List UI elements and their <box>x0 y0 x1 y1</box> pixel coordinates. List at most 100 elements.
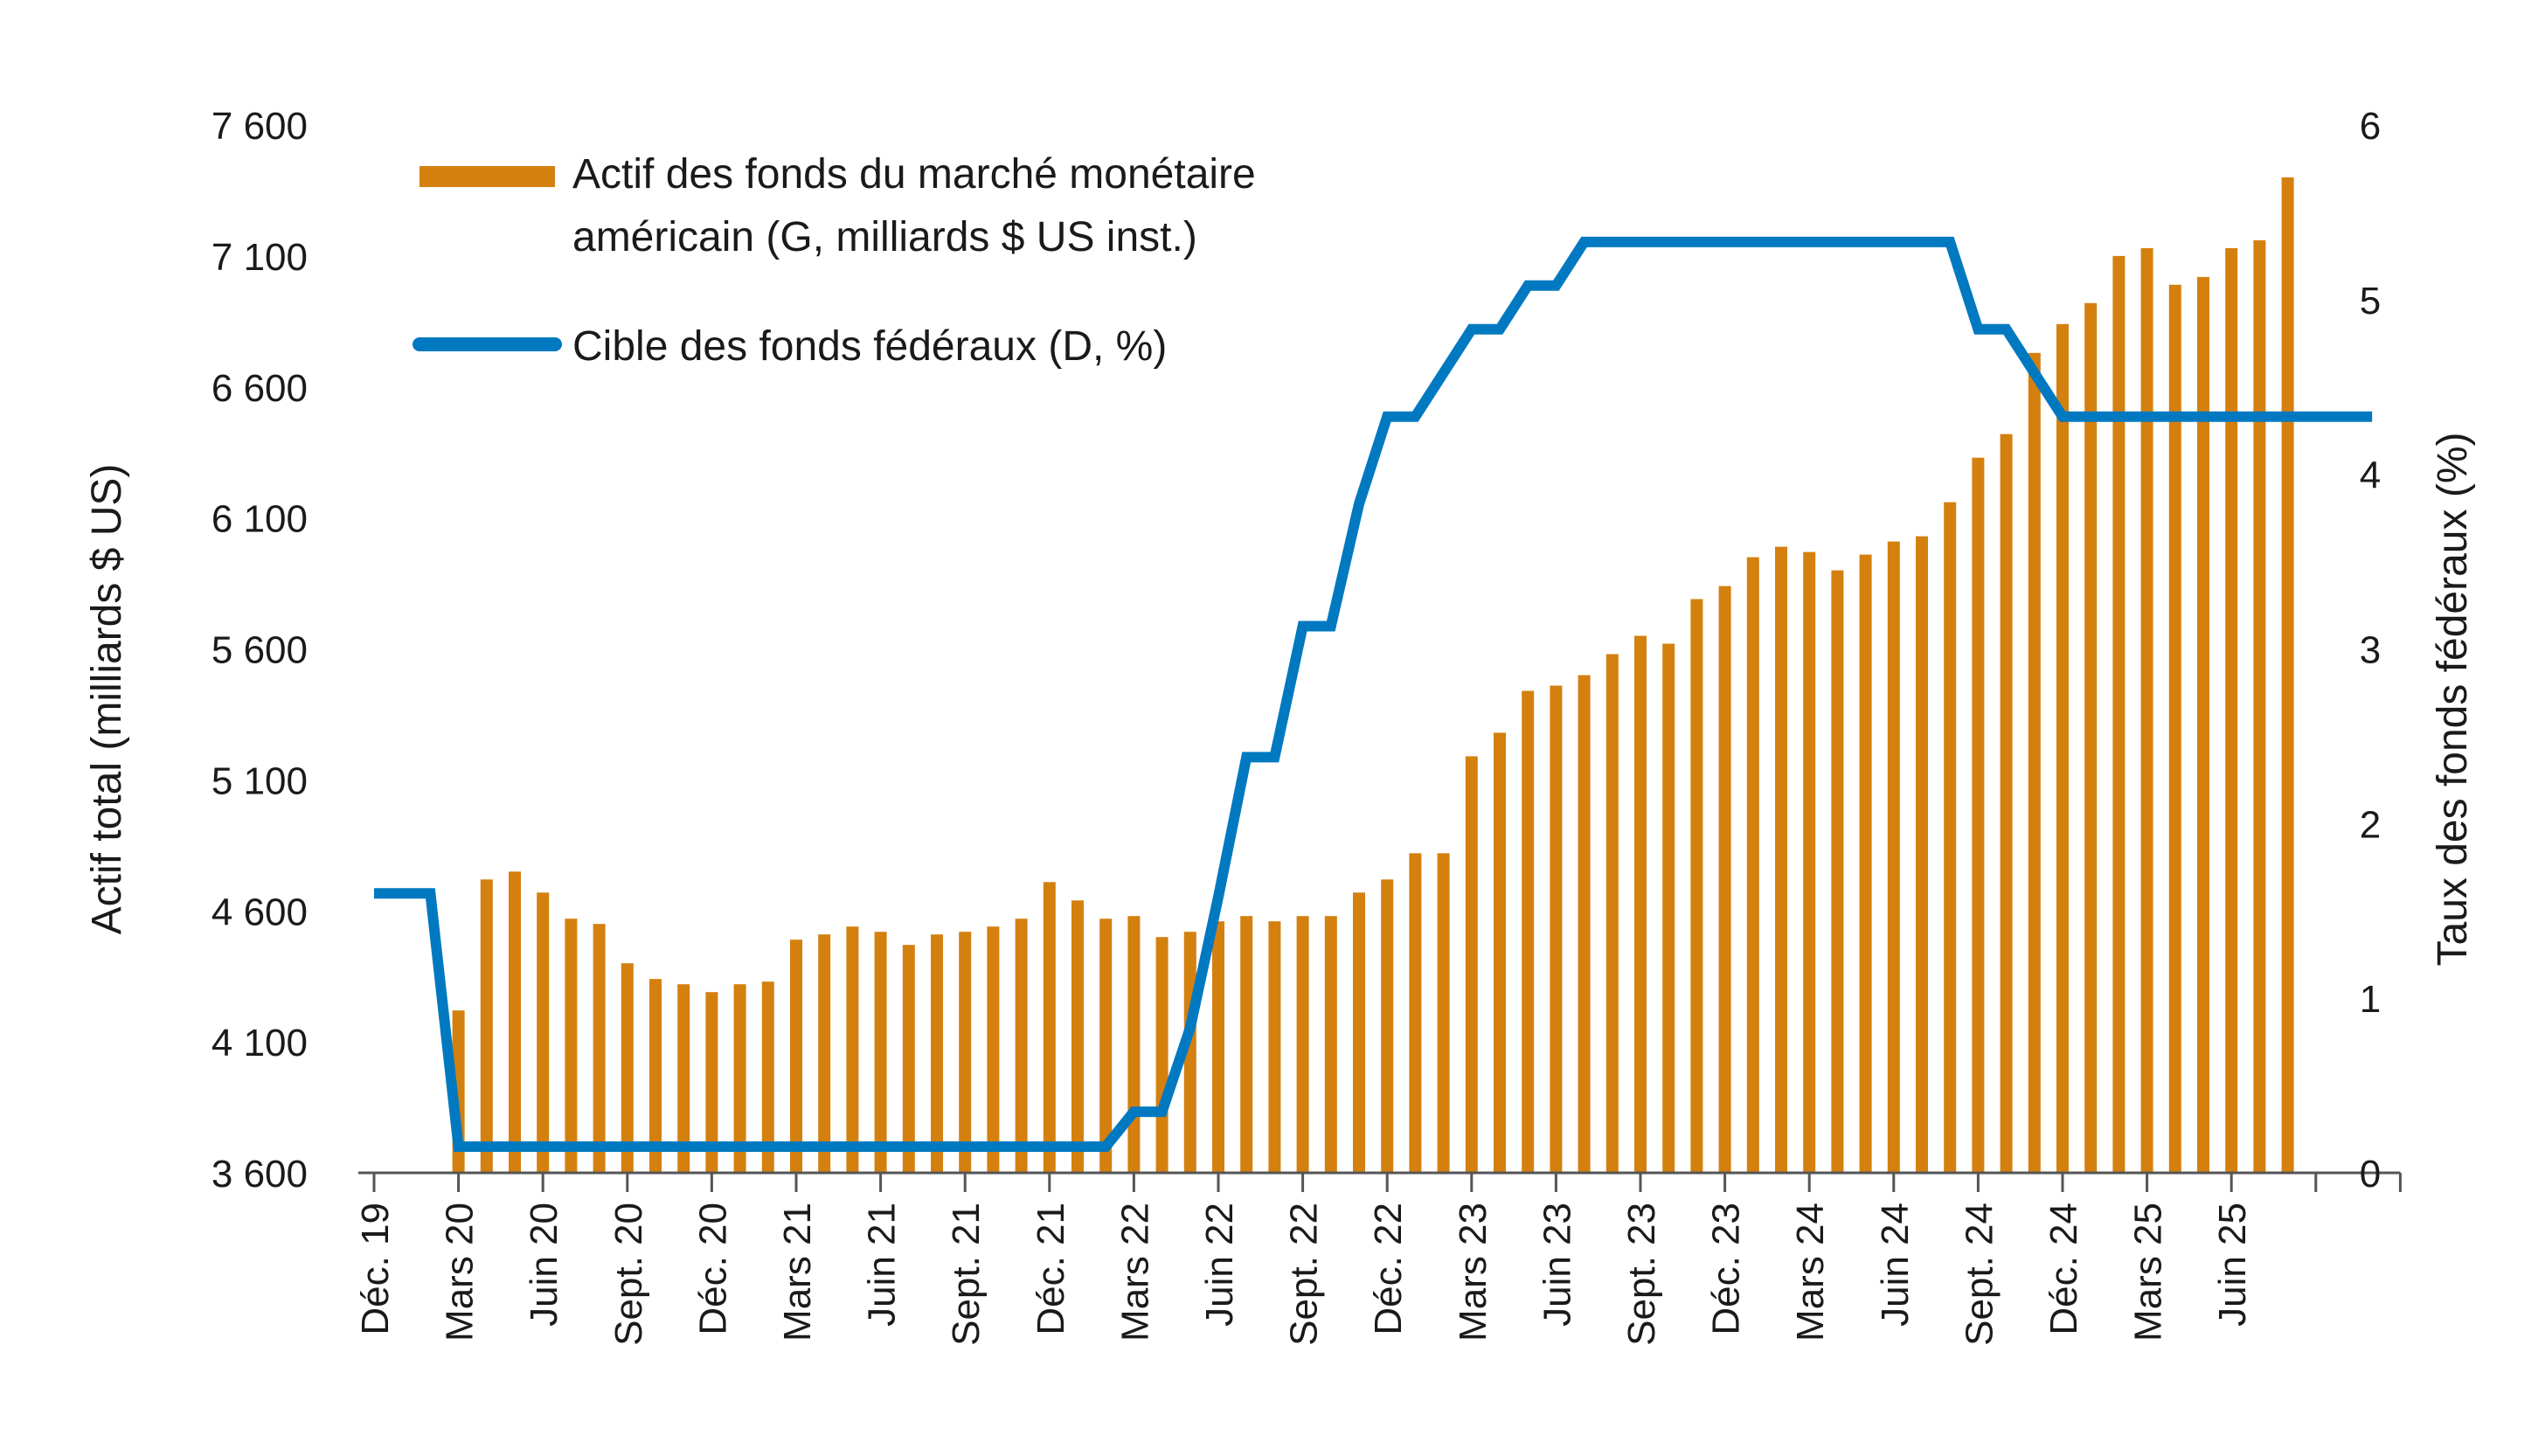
left-tick-label: 5 600 <box>212 629 308 672</box>
line-series <box>374 236 2373 1152</box>
right-tick-label: 5 <box>2360 280 2381 322</box>
bar <box>2281 177 2294 1173</box>
bar <box>1099 919 1113 1173</box>
x-tick-label: Déc. 20 <box>691 1203 734 1335</box>
left-tick-label: 5 100 <box>212 759 308 802</box>
bar <box>2056 323 2069 1173</box>
bar <box>1043 882 1056 1173</box>
legend-bar-swatch <box>420 166 555 187</box>
bar <box>2225 247 2238 1173</box>
bar <box>1268 921 1281 1173</box>
left-tick-label: 7 100 <box>212 236 308 279</box>
bar <box>1071 900 1084 1173</box>
legend-bar-label-line2: américain (G, milliards $ US inst.) <box>572 214 1197 260</box>
left-tick-label: 3 600 <box>212 1153 308 1196</box>
bar <box>1550 685 1563 1173</box>
bar <box>2140 247 2153 1173</box>
right-tick-label: 2 <box>2360 803 2381 846</box>
x-tick-label: Sept. 21 <box>945 1203 988 1346</box>
bar <box>2253 239 2266 1173</box>
left-tick-label: 6 100 <box>212 498 308 541</box>
bar <box>2084 302 2098 1173</box>
bar <box>1746 557 1759 1173</box>
legend: Actif des fonds du marché monétaire amér… <box>413 151 1256 370</box>
right-tick-label: 0 <box>2360 1153 2381 1196</box>
bar <box>649 979 662 1173</box>
x-tick-label: Mars 23 <box>1452 1203 1494 1342</box>
bar <box>2197 276 2209 1173</box>
right-axis-ticks: 0 1 2 3 4 5 6 <box>2360 105 2381 1196</box>
right-axis-title: Taux des fonds fédéraux (%) <box>2430 433 2476 967</box>
bar <box>1324 916 1337 1173</box>
bar <box>1859 554 1872 1173</box>
bar <box>1634 635 1647 1173</box>
bar <box>1718 586 1731 1173</box>
bar <box>818 934 831 1173</box>
bar <box>761 981 774 1173</box>
bar <box>846 926 859 1173</box>
bar <box>1803 551 1816 1173</box>
x-tick-label: Sept. 24 <box>1958 1203 2001 1346</box>
left-tick-label: 4 600 <box>212 891 308 933</box>
bar <box>1494 732 1506 1173</box>
bar <box>1465 756 1478 1173</box>
x-tick-label: Juin 24 <box>1874 1203 1917 1327</box>
bar <box>1381 879 1394 1173</box>
x-tick-label: Sept. 20 <box>607 1203 650 1346</box>
left-tick-label: 4 100 <box>212 1022 308 1064</box>
bar <box>565 919 578 1173</box>
bar <box>1015 919 1028 1173</box>
bar <box>2028 352 2041 1173</box>
x-tick-label: Mars 24 <box>1789 1203 1832 1342</box>
x-tick-label: Déc. 21 <box>1030 1203 1072 1335</box>
x-tick-label: Juin 21 <box>861 1203 904 1327</box>
left-axis-ticks: 3 600 4 100 4 600 5 100 5 600 6 100 6 600 7 100… <box>212 105 308 1196</box>
bar <box>509 871 521 1173</box>
right-tick-label: 1 <box>2360 978 2381 1021</box>
bar <box>1916 536 1928 1173</box>
x-tick-label: Mars 22 <box>1113 1203 1156 1342</box>
bar <box>1212 921 1224 1173</box>
legend-bar-label-line1: Actif des fonds du marché monétaire <box>572 151 1256 198</box>
bar <box>1409 853 1422 1173</box>
bar <box>1831 570 1844 1173</box>
x-axis-ticks: Déc. 19 Mars 20 Juin 20 Sept. 20 Déc. 20 Mars… <box>354 1173 2402 1346</box>
x-tick-label: Juin 25 <box>2211 1203 2254 1327</box>
bar <box>1155 937 1168 1173</box>
left-axis-title: Actif total (milliards $ US) <box>84 464 130 935</box>
bar <box>2168 284 2181 1173</box>
bar-series <box>452 177 2294 1173</box>
bar <box>1353 892 1365 1173</box>
x-tick-label: Sept. 23 <box>1620 1203 1663 1346</box>
left-tick-label: 7 600 <box>212 105 308 148</box>
bar <box>959 932 972 1173</box>
bar <box>1972 457 1985 1173</box>
bar <box>874 932 887 1173</box>
bar <box>987 926 1000 1173</box>
bar <box>2112 255 2125 1173</box>
x-tick-label: Mars 25 <box>2127 1203 2170 1342</box>
x-tick-label: Mars 21 <box>776 1203 819 1342</box>
x-tick-label: Juin 23 <box>1536 1203 1578 1327</box>
left-tick-label: 6 600 <box>212 367 308 410</box>
bar <box>537 892 550 1173</box>
bar <box>931 934 943 1173</box>
bar <box>790 939 802 1173</box>
bar <box>1578 675 1591 1173</box>
bar <box>593 924 606 1173</box>
bar <box>1522 690 1535 1173</box>
bar <box>1662 643 1675 1173</box>
bar <box>2000 433 2013 1173</box>
bar <box>677 984 690 1173</box>
bar <box>1690 599 1703 1173</box>
bar <box>902 945 915 1173</box>
bar <box>1887 541 1900 1173</box>
x-tick-label: Mars 20 <box>439 1203 482 1342</box>
bar <box>1944 502 1957 1173</box>
right-tick-label: 4 <box>2360 454 2381 497</box>
bar <box>705 992 718 1173</box>
right-tick-label: 6 <box>2360 105 2381 148</box>
bar <box>1296 916 1309 1173</box>
bar <box>621 963 634 1173</box>
